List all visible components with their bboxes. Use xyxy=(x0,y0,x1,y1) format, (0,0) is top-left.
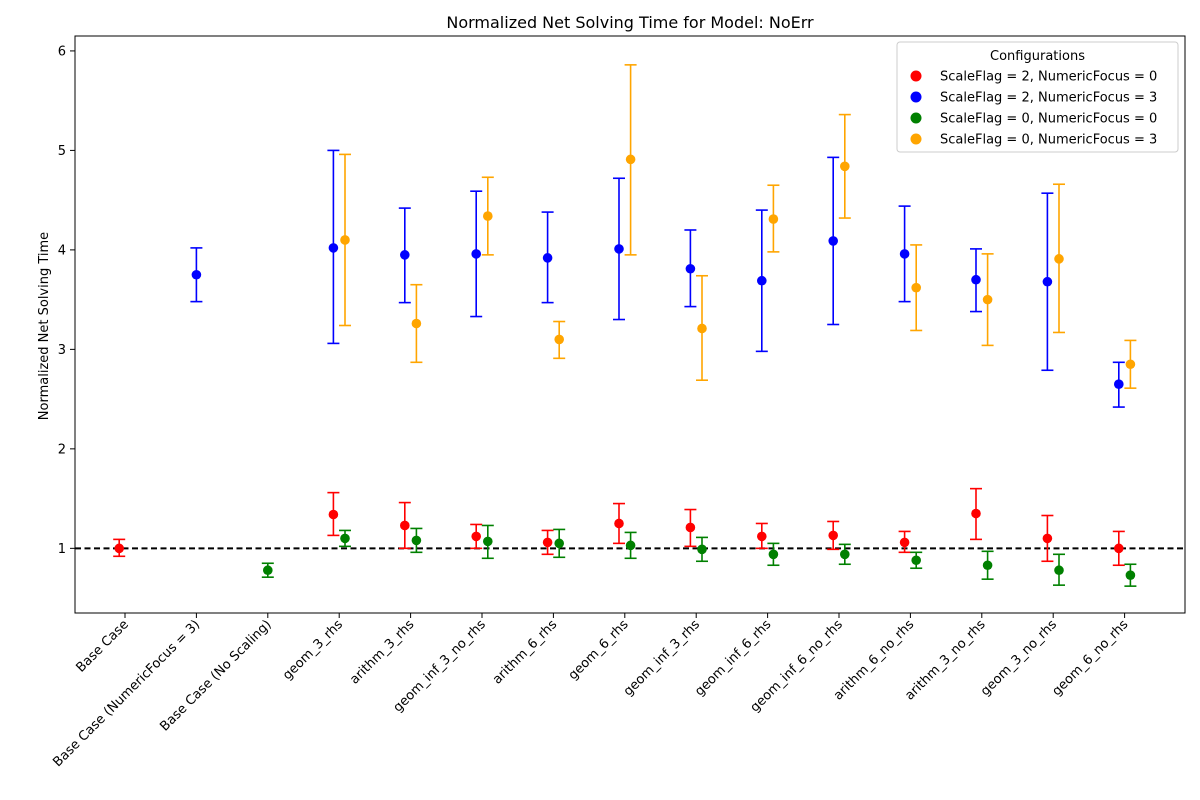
data-point xyxy=(471,249,482,259)
data-point xyxy=(982,560,993,571)
data-point xyxy=(982,294,993,305)
data-point xyxy=(697,544,707,555)
data-point xyxy=(1125,359,1136,370)
legend-box xyxy=(896,41,1179,153)
legend-marker xyxy=(910,133,922,145)
data-point xyxy=(971,508,981,519)
plot-frame xyxy=(74,35,1186,614)
y-axis-label: Normalized Net Solving Time xyxy=(37,232,52,420)
data-point xyxy=(554,334,564,345)
data-point xyxy=(757,531,767,542)
data-point xyxy=(757,275,767,286)
data-point xyxy=(911,282,921,293)
data-point xyxy=(542,253,553,263)
data-point xyxy=(697,323,707,334)
legend: Configurations ScaleFlag = 2, NumericFocu… xyxy=(896,41,1179,153)
data-point xyxy=(328,243,339,253)
data-point xyxy=(263,565,273,576)
data-point xyxy=(114,543,124,554)
legend-marker xyxy=(910,70,922,82)
y-tick-label: 2 xyxy=(58,442,66,457)
data-point xyxy=(191,269,202,280)
data-point xyxy=(614,518,624,529)
data-point xyxy=(542,537,553,548)
legend-title: Configurations xyxy=(990,49,1085,64)
data-point xyxy=(768,549,779,560)
data-point xyxy=(328,509,339,520)
data-point xyxy=(1114,379,1124,389)
y-tick-label: 5 xyxy=(58,144,66,159)
legend-entry: ScaleFlag = 2, NumericFocus = 3 xyxy=(940,91,1157,106)
data-point xyxy=(1114,543,1124,554)
data-point xyxy=(483,211,493,221)
y-tick-label: 6 xyxy=(58,44,66,59)
data-point xyxy=(1042,533,1053,544)
data-point xyxy=(1042,276,1053,287)
data-point xyxy=(340,235,350,245)
data-point xyxy=(768,214,779,224)
data-point xyxy=(625,540,636,551)
data-point xyxy=(411,318,422,329)
data-point xyxy=(899,537,910,548)
legend-entry: ScaleFlag = 0, NumericFocus = 0 xyxy=(940,112,1157,127)
data-point xyxy=(840,161,850,172)
chart-title: Normalized Net Solving Time for Model: N… xyxy=(446,13,814,32)
data-point xyxy=(899,249,910,259)
data-point xyxy=(554,538,564,549)
y-tick-label: 1 xyxy=(58,542,66,557)
y-tick-label: 3 xyxy=(58,343,66,358)
legend-marker xyxy=(910,91,922,103)
data-point xyxy=(1125,570,1136,580)
data-point xyxy=(483,536,493,547)
legend-entry: ScaleFlag = 0, NumericFocus = 3 xyxy=(940,133,1157,148)
data-point xyxy=(685,263,696,274)
data-point xyxy=(685,522,696,533)
data-point xyxy=(828,236,838,246)
data-point xyxy=(614,244,624,254)
y-tick-label: 4 xyxy=(58,243,66,258)
data-point xyxy=(828,530,838,541)
data-point xyxy=(1054,565,1064,576)
data-point xyxy=(471,531,482,542)
data-point xyxy=(840,549,850,560)
legend-marker xyxy=(910,112,922,124)
data-point xyxy=(340,533,350,544)
data-point xyxy=(911,555,921,566)
data-point xyxy=(625,154,636,165)
data-point xyxy=(400,250,410,260)
data-point xyxy=(400,520,410,531)
data-point xyxy=(411,535,422,546)
data-point xyxy=(971,274,981,285)
data-point xyxy=(1054,254,1064,264)
legend-entry: ScaleFlag = 2, NumericFocus = 0 xyxy=(940,70,1157,85)
